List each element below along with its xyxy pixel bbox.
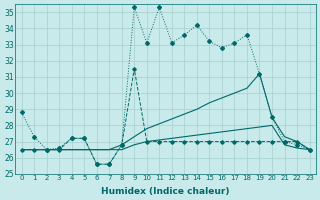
X-axis label: Humidex (Indice chaleur): Humidex (Indice chaleur) <box>101 187 230 196</box>
